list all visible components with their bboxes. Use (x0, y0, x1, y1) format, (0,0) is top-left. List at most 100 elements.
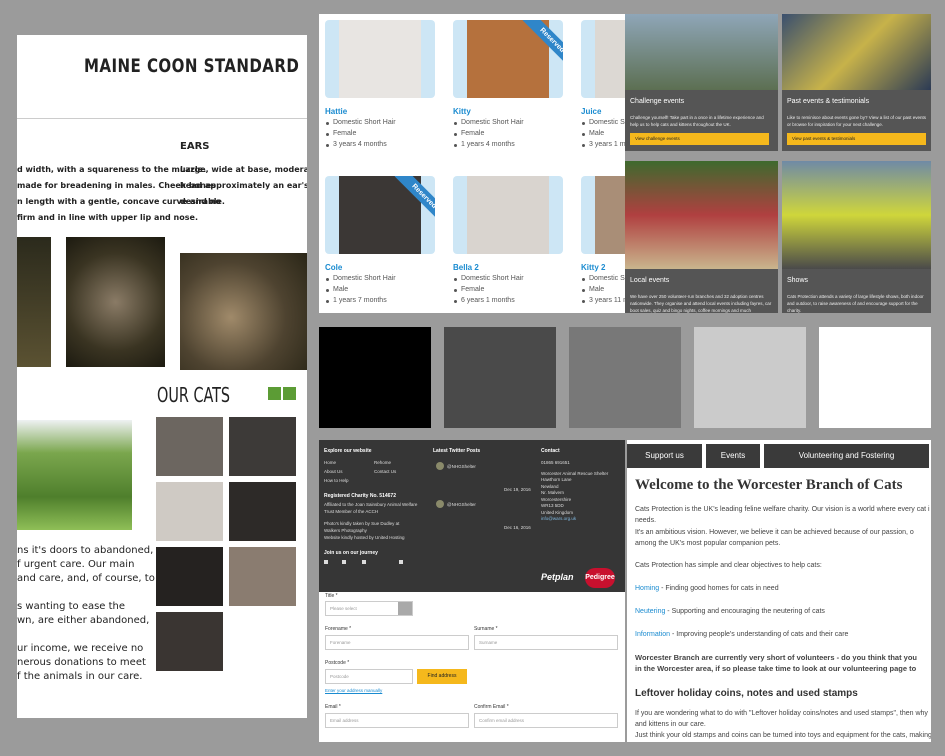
body-text: head approximately an ear's width apart. (180, 181, 307, 190)
cat-name: Juice (581, 107, 602, 116)
text-input[interactable]: Forename (325, 635, 469, 650)
cat-card[interactable]: Bella 2 Domestic Short Hair Female 6 years … (453, 176, 565, 313)
footer-heading: Explore our website (324, 448, 372, 454)
body-text: made for breadening in males. Cheek bone… (17, 181, 217, 190)
objective-link[interactable]: Neutering (635, 608, 666, 615)
event-tile: Local events We have over 250 volunteer-r… (625, 161, 778, 313)
bullet (326, 122, 329, 125)
field-label: Confirm Email * (474, 704, 509, 710)
bullet (326, 133, 329, 136)
bullet (454, 122, 457, 125)
footer-link[interactable]: How to Help (324, 478, 349, 483)
social-icon[interactable] (342, 560, 346, 564)
cat-card[interactable]: Juice Domestic Short Hair Male 3 years 1 mo… (581, 20, 625, 160)
contact-line: info@wars.org.uk (541, 516, 577, 521)
social-icon[interactable] (362, 560, 366, 564)
rehome-page: Hattie Domestic Short Hair Female 3 years 4… (319, 14, 625, 313)
footer-link[interactable]: About Us (324, 469, 343, 474)
cat-detail: 1 years 4 months (461, 141, 515, 148)
select-arrow (398, 602, 412, 615)
find-address-button[interactable]: Find address (417, 669, 467, 684)
field-label: Surname * (474, 626, 498, 632)
footer-link[interactable]: Contact Us (374, 469, 397, 474)
cat-detail: Domestic Short Hair (461, 275, 524, 282)
cat-photo (325, 20, 435, 98)
page-title: MAINE COON STANDARD (84, 55, 300, 77)
event-text: We have over 250 volunteer-run branches … (630, 294, 772, 313)
social-icon[interactable] (399, 560, 403, 564)
cat-photo (581, 176, 625, 254)
objective-link[interactable]: Homing (635, 585, 660, 592)
color-swatch (819, 327, 931, 428)
cat-photo (581, 20, 625, 98)
nav-tab[interactable]: Support us (627, 444, 702, 468)
cat-name: Kitty 2 (581, 263, 606, 272)
cat-photo: Reserved (453, 20, 563, 98)
prev-arrow[interactable] (268, 387, 281, 400)
color-swatch (694, 327, 806, 428)
text-input[interactable]: Please select (325, 601, 413, 616)
event-button[interactable]: View challenge events (630, 133, 769, 145)
next-arrow[interactable] (283, 387, 296, 400)
footer-heading: Contact (541, 448, 560, 454)
text-input[interactable]: Confirm email address (474, 713, 618, 728)
event-title: Shows (787, 277, 809, 284)
objective: Homing - Finding good homes for cats in … (635, 585, 779, 592)
body-text: wn, are either abandoned, (17, 615, 150, 626)
photo (467, 176, 549, 254)
event-text: Challenge yourself! Take part in a once … (630, 115, 764, 127)
event-title: Challenge events (630, 98, 685, 105)
branch-page: Support us Events Volunteering and Fosteri… (627, 440, 931, 742)
event-photo (625, 161, 778, 269)
social-icon[interactable] (324, 560, 328, 564)
body-text: needs. (635, 517, 657, 524)
contact-line: Nr. Malvern (541, 490, 565, 495)
cat-thumbnail[interactable] (156, 482, 223, 541)
section-heading: Leftover holiday coins, notes and used s… (635, 688, 858, 699)
cat-detail: Domestic Short Hair (333, 119, 396, 126)
cat-detail: 1 years 7 months (333, 297, 387, 304)
text-input[interactable]: Postcode (325, 669, 413, 684)
cat-card[interactable]: Kitty 2 Domestic Short Hair Male 3 years 11… (581, 176, 625, 313)
cat-thumbnail[interactable] (229, 482, 296, 541)
event-text: Cats Protection attends a variety of lar… (787, 294, 924, 313)
event-tile: Past events & testimonials Like to remini… (782, 14, 931, 151)
cat-thumbnail[interactable] (156, 547, 223, 606)
cat-card[interactable]: Reserved Kitty Domestic Short Hair Female 1 … (453, 20, 565, 160)
footer-text: Photo's kindly taken by Sue Dudley at (324, 521, 400, 526)
cat-name: Hattie (325, 107, 348, 116)
text-input[interactable]: Surname (474, 635, 618, 650)
footer-text: Trust Member of the ACCH (324, 509, 379, 514)
cat-thumbnail[interactable] (156, 417, 223, 476)
section-heading: EARS (180, 141, 210, 152)
cat-name: Kitty (453, 107, 471, 116)
body-text: s wanting to ease the (17, 601, 126, 612)
objective-link[interactable]: Information (635, 631, 671, 638)
contact-form: Title * Please select Forename * Forename Su… (319, 592, 625, 742)
manual-address-link[interactable]: Enter your address manually (325, 688, 383, 693)
cat-thumbnail[interactable] (229, 417, 296, 476)
landscape-photo (17, 420, 132, 530)
notice-text: in the Worcester area, if so please take… (635, 664, 917, 673)
cat-thumbnail[interactable] (229, 547, 296, 606)
sponsor-logo: Pedigree (585, 568, 615, 588)
footer-link[interactable]: Home (324, 460, 337, 465)
cat-card[interactable]: Hattie Domestic Short Hair Female 3 years 4… (325, 20, 437, 160)
bullet (582, 300, 585, 303)
event-button[interactable]: View past events & testimonials (787, 133, 926, 145)
event-text: Like to reminisce about events gone by? … (787, 115, 926, 127)
nav-tab[interactable]: Events (706, 444, 760, 468)
body-text: f urgent care. Our main (17, 559, 135, 570)
nav-tab[interactable]: Volunteering and Fostering (764, 444, 929, 468)
event-tile: Shows Cats Protection attends a variety o… (782, 161, 931, 313)
tweet-user: @NHGShelter (447, 502, 476, 507)
cat-detail: Male (589, 130, 605, 137)
footer-link[interactable]: Rehome (374, 460, 392, 465)
body-text: ns it's doors to abandoned, (17, 545, 154, 556)
cat-thumbnail[interactable] (156, 612, 223, 671)
body-text: and kittens in our care. (635, 721, 706, 728)
bullet (326, 144, 329, 147)
footer-heading: Registered Charity No. 514672 (324, 493, 396, 499)
text-input[interactable]: Email address (325, 713, 469, 728)
cat-card[interactable]: Reserved Cole Domestic Short Hair Male 1 yea… (325, 176, 437, 313)
